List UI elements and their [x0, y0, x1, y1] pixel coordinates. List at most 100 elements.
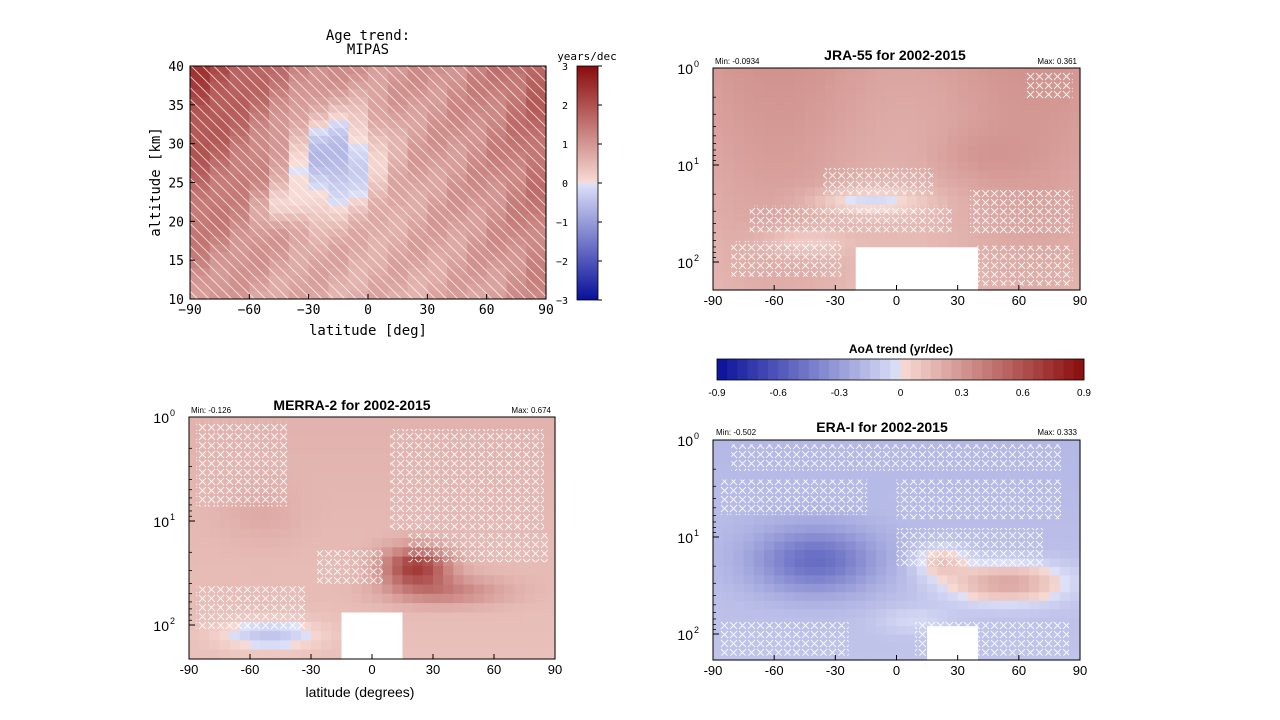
heat-cell — [189, 491, 200, 502]
heat-cell — [514, 621, 526, 632]
heat-cell — [1069, 507, 1081, 517]
heat-cell — [865, 524, 877, 534]
heat-cell — [270, 631, 282, 641]
heat-cell — [814, 583, 826, 593]
erai-panel: ERA-I for 2002-2015 Min: -0.502 Max: 0.3… — [677, 419, 1087, 678]
heat-cell — [341, 426, 353, 437]
heat-cell — [978, 110, 989, 120]
heat-cell — [804, 93, 816, 103]
heat-cell — [784, 609, 796, 619]
heat-cell — [743, 187, 755, 197]
heat-cell — [876, 68, 887, 78]
heat-cell — [763, 609, 775, 619]
heat-cell — [794, 533, 806, 543]
heat-cell — [250, 649, 261, 660]
heat-cell — [794, 85, 806, 95]
heat-cell — [825, 566, 836, 576]
heat-cell — [331, 631, 343, 641]
heat-cell — [845, 255, 857, 265]
heat-cell — [1018, 583, 1030, 593]
heat-cell — [794, 609, 806, 619]
heat-cell — [713, 448, 724, 458]
heat-cell — [453, 612, 465, 623]
heat-cell — [402, 417, 414, 427]
heat-cell — [412, 584, 424, 595]
heat-cell — [957, 575, 969, 585]
heat-cell — [361, 454, 373, 465]
heat-cell — [723, 238, 734, 248]
heat-cell — [723, 127, 734, 137]
heat-cell — [300, 510, 312, 520]
heat-cell — [453, 575, 465, 586]
heat-cell — [784, 93, 796, 103]
heat-cell — [372, 417, 383, 427]
x-tick-label: 0 — [368, 662, 375, 677]
heat-cell — [1039, 102, 1051, 112]
heat-cell — [453, 593, 465, 604]
heat-cell — [835, 550, 847, 560]
heat-cell — [927, 473, 938, 483]
y-tick-exponent: 0 — [694, 431, 699, 441]
heat-cell — [372, 472, 383, 483]
heat-cell — [321, 528, 332, 539]
heat-cell — [886, 119, 898, 129]
heat-cell — [886, 524, 898, 534]
heat-cell — [937, 600, 949, 610]
heat-cell — [927, 127, 938, 137]
merra2-min-label: Min: -0.126 — [191, 406, 232, 415]
heat-cell — [876, 524, 887, 534]
heat-cell — [483, 649, 495, 660]
heat-cell — [845, 583, 857, 593]
colorbar-swatch — [829, 359, 840, 380]
heat-cell — [967, 592, 979, 602]
heat-cell — [311, 649, 322, 660]
heat-cell — [876, 651, 887, 661]
heat-cell — [835, 592, 847, 602]
heat-cell — [978, 609, 989, 619]
heat-cell — [372, 621, 383, 632]
heat-cell — [723, 575, 734, 585]
heat-cell — [865, 575, 877, 585]
heat-cell — [209, 556, 221, 567]
heat-cell — [876, 643, 887, 653]
heat-cell — [483, 575, 495, 586]
mipas-title-line1: Age trend: — [326, 28, 410, 44]
y-tick-label: 10 — [677, 61, 693, 77]
heat-cell — [189, 426, 200, 437]
heat-cell — [865, 68, 877, 78]
heat-cell — [967, 76, 979, 86]
heat-cell — [392, 603, 404, 614]
heat-cell — [876, 144, 887, 154]
heat-cell — [209, 519, 221, 530]
heat-cell — [794, 179, 806, 189]
heat-cell — [260, 640, 271, 651]
heat-cell — [1049, 600, 1061, 610]
heat-cell — [723, 541, 734, 551]
heat-cell — [733, 281, 745, 291]
heat-cell — [753, 473, 765, 483]
heat-cell — [260, 547, 271, 558]
heat-cell — [1039, 524, 1051, 534]
heat-cell — [1069, 68, 1081, 78]
heat-cell — [865, 634, 877, 644]
heat-cell — [723, 550, 734, 560]
heat-cell — [865, 144, 877, 154]
heat-cell — [392, 556, 404, 567]
heat-cell — [753, 524, 765, 534]
heat-cell — [1059, 448, 1071, 458]
heat-cell — [544, 491, 556, 502]
colorbar-swatch — [1043, 359, 1054, 380]
heat-cell — [967, 161, 979, 172]
heat-cell — [947, 575, 959, 585]
colorbar-tick-label: −1 — [556, 218, 568, 229]
heat-cell — [1018, 238, 1030, 248]
heat-cell — [483, 631, 495, 641]
heat-cell — [331, 612, 343, 623]
heat-cell — [753, 651, 765, 661]
heat-cell — [998, 110, 1010, 120]
heat-cell — [988, 127, 1000, 137]
heat-cell — [906, 626, 918, 636]
heat-cell — [290, 556, 302, 567]
heat-cell — [463, 640, 475, 651]
heat-cell — [473, 584, 485, 595]
